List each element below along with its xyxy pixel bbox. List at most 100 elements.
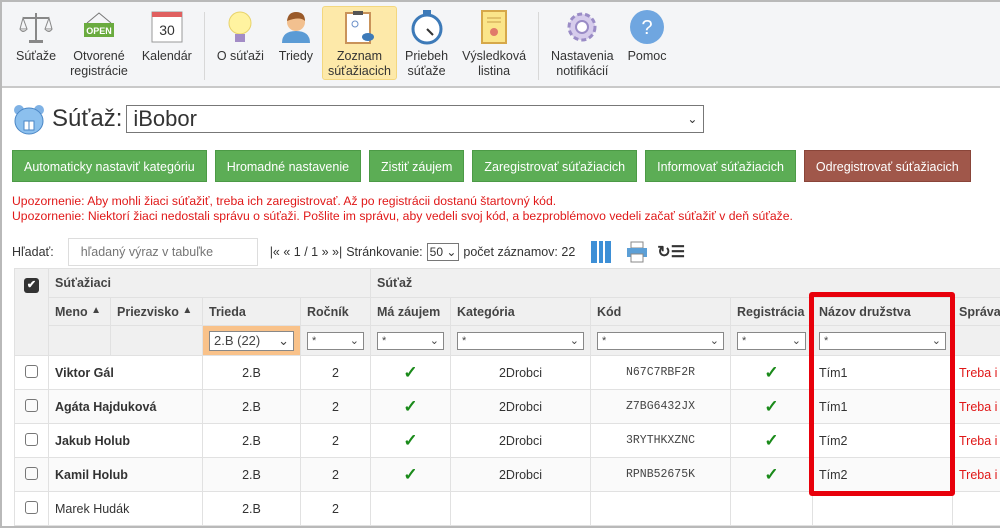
refresh-icon[interactable]: ↻ bbox=[657, 244, 671, 261]
column-header[interactable]: Registrácia bbox=[730, 297, 814, 326]
svg-text:OPEN: OPEN bbox=[86, 26, 112, 36]
code-cell bbox=[590, 491, 732, 526]
row-checkbox[interactable] bbox=[25, 364, 38, 378]
name-cell[interactable]: Marek Hudák bbox=[48, 491, 203, 526]
trieda-filter-select[interactable]: 2.B (22) ⌄ bbox=[209, 330, 294, 351]
row-checkbox[interactable] bbox=[25, 500, 38, 514]
column-header-label: Meno bbox=[55, 304, 88, 319]
sort-asc-icon[interactable]: ▲ bbox=[91, 304, 102, 316]
column-filter-select[interactable]: * ⌄ bbox=[597, 331, 725, 350]
bulk-settings-button[interactable]: Hromadné nastavenie bbox=[214, 150, 362, 182]
unregister-button[interactable]: Odregistrovať súťažiacich bbox=[803, 150, 971, 182]
column-header[interactable]: Kód bbox=[590, 297, 732, 326]
column-filter-cell: * ⌄ bbox=[590, 325, 732, 356]
toolbar-item[interactable]: OPEN Otvorené registrácie bbox=[64, 6, 134, 80]
select-all-checkbox[interactable]: ✔ bbox=[14, 268, 49, 356]
sort-asc-icon[interactable]: ▲ bbox=[182, 304, 193, 316]
table-row: Marek Hudák 2.B 2 bbox=[14, 491, 1000, 526]
message-cell[interactable]: Treba i bbox=[952, 389, 1000, 424]
column-header[interactable]: Ročník bbox=[299, 297, 372, 326]
toolbar-item-label: Zoznam súťažiacich bbox=[327, 49, 391, 78]
pager[interactable]: |« « 1 / 1 » »| bbox=[269, 245, 343, 259]
column-filter-select[interactable]: * ⌄ bbox=[737, 331, 807, 350]
check-interest-button[interactable]: Zistiť záujem bbox=[369, 150, 465, 182]
column-filter-select[interactable]: * ⌄ bbox=[457, 331, 585, 350]
message-cell[interactable]: Treba i bbox=[952, 423, 1000, 458]
column-header-label: Kód bbox=[597, 304, 622, 319]
column-header[interactable]: Trieda bbox=[202, 297, 301, 326]
toolbar: Súťaže OPEN Otvorené registrácie 30 Kalendár… bbox=[2, 2, 1000, 88]
certificate-icon bbox=[476, 9, 512, 45]
search-input[interactable] bbox=[67, 238, 258, 266]
group-header: Súťaž bbox=[370, 268, 1000, 298]
toolbar-item[interactable]: Zoznam súťažiacich bbox=[321, 6, 397, 80]
grade-cell: 2 bbox=[299, 491, 372, 526]
list-icon[interactable]: ☰ bbox=[670, 244, 686, 261]
register-button[interactable]: Zaregistrovať súťažiacich bbox=[472, 150, 638, 182]
toolbar-item-label: Pomoc bbox=[627, 49, 667, 63]
lightbulb-icon bbox=[222, 9, 258, 45]
chevron-down-icon: ⌄ bbox=[429, 335, 440, 347]
name-cell[interactable]: Agáta Hajduková bbox=[48, 389, 203, 424]
column-header[interactable]: Priezvisko ▲ bbox=[110, 297, 203, 326]
name-cell[interactable]: Viktor Gál bbox=[48, 355, 203, 390]
check-icon: ✓ bbox=[764, 362, 779, 382]
check-icon: ✓ bbox=[403, 430, 418, 450]
toolbar-item[interactable]: Súťaže bbox=[10, 6, 62, 80]
gear-icon bbox=[564, 9, 600, 45]
contest-selector-row: Súťaž: iBobor ⌄ bbox=[12, 102, 1000, 136]
column-filter-cell: * ⌄ bbox=[812, 325, 954, 356]
name-cell[interactable]: Jakub Holub bbox=[48, 423, 203, 458]
column-header[interactable]: Má záujem bbox=[370, 297, 452, 326]
toolbar-item-label: Otvorené registrácie bbox=[70, 49, 128, 78]
row-checkbox-cell bbox=[14, 355, 49, 390]
team-name-cell[interactable]: Tím1 bbox=[812, 355, 954, 390]
columns-icon[interactable] bbox=[589, 240, 613, 264]
search-label: Hľadať: bbox=[12, 245, 54, 259]
message-cell[interactable]: Treba i bbox=[952, 457, 1000, 492]
row-checkbox[interactable] bbox=[25, 466, 38, 480]
record-count: počet záznamov: 22 bbox=[463, 245, 576, 259]
column-filter-select[interactable]: * ⌄ bbox=[377, 331, 445, 350]
inform-button[interactable]: Informovať súťažiacich bbox=[645, 150, 796, 182]
column-header[interactable]: Meno ▲ bbox=[48, 297, 111, 326]
toolbar-item[interactable]: ? Pomoc bbox=[622, 6, 673, 80]
auto-category-button[interactable]: Automaticky nastaviť kategóriu bbox=[12, 150, 207, 182]
toolbar-item[interactable]: 30 Kalendár bbox=[136, 6, 198, 80]
print-icon[interactable] bbox=[625, 240, 649, 264]
row-checkbox[interactable] bbox=[25, 432, 38, 446]
check-icon: ✓ bbox=[403, 362, 418, 382]
contest-select[interactable]: iBobor ⌄ bbox=[126, 105, 705, 133]
toolbar-item[interactable]: Triedy bbox=[272, 6, 320, 80]
toolbar-item[interactable]: O súťaži bbox=[211, 6, 270, 80]
column-header[interactable]: Správa bbox=[952, 297, 1000, 326]
interest-cell: ✓ bbox=[370, 355, 452, 390]
column-filter-select[interactable]: * ⌄ bbox=[307, 331, 365, 350]
chevron-down-icon: ⌄ bbox=[709, 335, 720, 347]
team-name-cell[interactable]: Tím2 bbox=[812, 457, 954, 492]
column-header-label: Ročník bbox=[307, 304, 349, 319]
column-filter-select[interactable]: * ⌄ bbox=[819, 331, 947, 350]
toolbar-separator bbox=[203, 12, 205, 80]
chevron-down-icon: ⌄ bbox=[569, 335, 580, 347]
grade-cell: 2 bbox=[299, 457, 372, 492]
team-name-cell[interactable]: Tím1 bbox=[812, 389, 954, 424]
search-bar: Hľadať: |« « 1 / 1 » »| Stránkovanie: 50… bbox=[12, 238, 1000, 266]
team-name-cell[interactable]: Tím2 bbox=[812, 423, 954, 458]
filter-value: * bbox=[824, 334, 829, 347]
message-cell[interactable] bbox=[952, 491, 1000, 526]
toolbar-item[interactable]: Výsledková listina bbox=[456, 6, 532, 80]
column-header[interactable]: Názov družstva bbox=[812, 297, 954, 326]
name-cell[interactable]: Kamil Holub bbox=[48, 457, 203, 492]
chevron-down-icon: ⌄ bbox=[278, 332, 289, 348]
toolbar-item[interactable]: Priebeh súťaže bbox=[399, 6, 454, 80]
column-header[interactable]: Kategória bbox=[450, 297, 592, 326]
message-cell[interactable]: Treba i bbox=[952, 355, 1000, 390]
contest-label: Súťaž: bbox=[52, 105, 123, 132]
row-checkbox[interactable] bbox=[25, 398, 38, 412]
toolbar-item[interactable]: Nastavenia notifikácií bbox=[545, 6, 620, 80]
team-name-cell[interactable] bbox=[812, 491, 954, 526]
filter-value: 2.B (22) bbox=[214, 333, 261, 348]
page-size-select[interactable]: 50 ⌄ bbox=[426, 243, 460, 261]
